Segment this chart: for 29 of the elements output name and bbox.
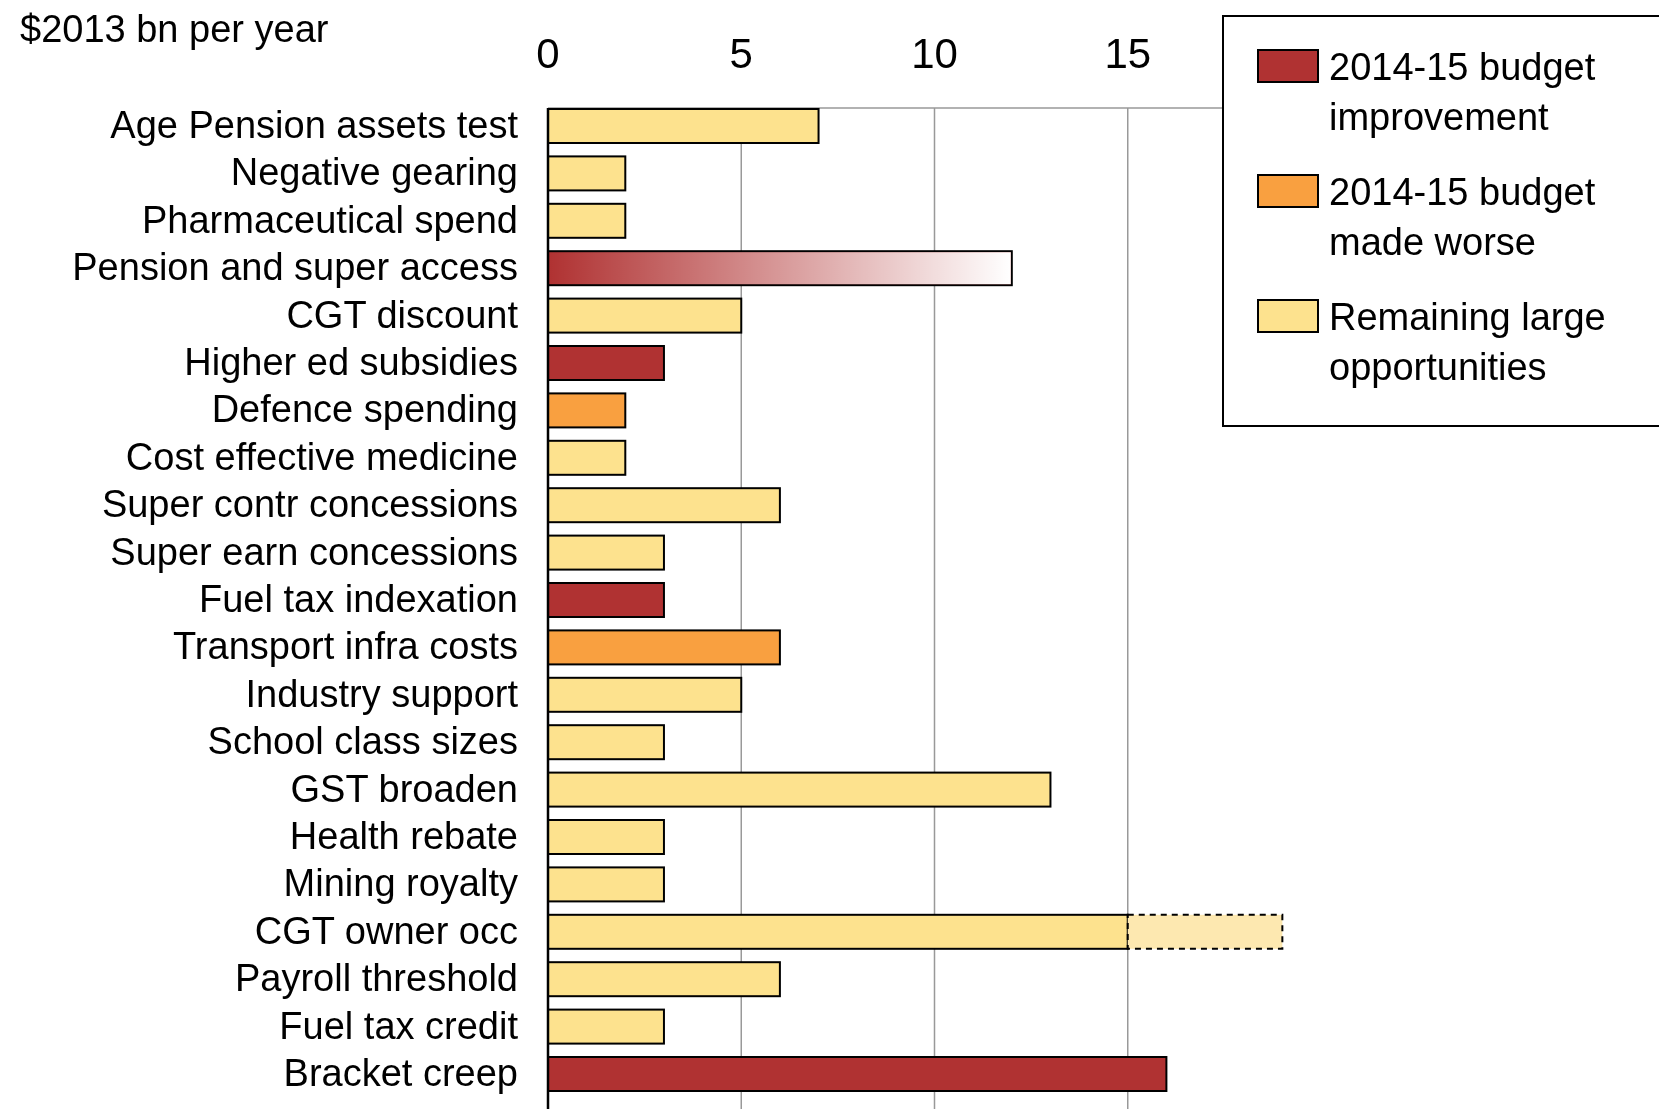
- y-tick-label: Negative gearing: [230, 151, 518, 194]
- y-tick-label: CGT discount: [286, 293, 519, 336]
- y-tick-label: Age Pension assets test: [110, 104, 519, 146]
- y-tick-label: Super contr concessions: [101, 483, 518, 526]
- y-tick-label: Transport infra costs: [173, 625, 518, 668]
- y-tick-label: School class sizes: [207, 720, 518, 763]
- y-tick-label: Industry support: [245, 672, 519, 715]
- y-tick-label: CGT owner occ: [254, 909, 518, 952]
- x-tick-label: 5: [729, 30, 753, 77]
- y-tick-label: Super earn concessions: [110, 530, 518, 573]
- y-tick-label: GST broaden: [290, 767, 518, 810]
- y-tick-label: Fuel tax indexation: [199, 578, 518, 620]
- legend-label: 2014-15 budget made worse: [1329, 171, 1596, 263]
- y-tick-label: Pension and super access: [72, 246, 518, 289]
- y-tick-label: Mining royalty: [283, 862, 518, 905]
- y-tick-label: Fuel tax credit: [279, 1004, 519, 1047]
- x-tick-label: 15: [1104, 30, 1152, 77]
- y-tick-label: Bracket creep: [283, 1052, 518, 1094]
- y-tick-label: Health rebate: [289, 815, 518, 857]
- y-tick-label: Pharmaceutical spend: [142, 198, 518, 241]
- y-tick-label: Defence spending: [211, 388, 518, 431]
- x-tick-label: 0: [536, 30, 560, 77]
- y-tick-label: Payroll threshold: [234, 957, 518, 1000]
- text: $2013 bn per year: [20, 8, 329, 50]
- y-tick-label: Higher ed subsidies: [184, 341, 518, 383]
- y-tick-label: Cost effective medicine: [125, 435, 518, 478]
- legend-label: Remaining large opportunities: [1329, 296, 1606, 388]
- x-tick-label: 10: [911, 30, 958, 77]
- legend-label: 2014-15 budget improvement: [1329, 46, 1596, 138]
